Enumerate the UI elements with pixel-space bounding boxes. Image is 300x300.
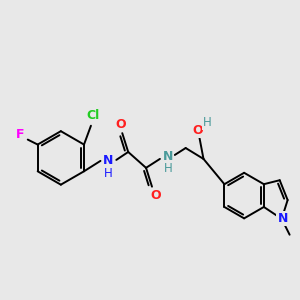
Text: H: H <box>164 162 172 175</box>
Text: H: H <box>104 167 113 180</box>
Text: N: N <box>278 212 288 225</box>
Text: N: N <box>163 150 173 164</box>
Text: F: F <box>16 128 24 141</box>
Text: N: N <box>103 154 114 167</box>
Text: H: H <box>203 116 212 129</box>
Text: O: O <box>115 118 126 131</box>
Text: Cl: Cl <box>86 109 100 122</box>
Text: O: O <box>192 124 203 137</box>
Text: O: O <box>151 189 161 202</box>
